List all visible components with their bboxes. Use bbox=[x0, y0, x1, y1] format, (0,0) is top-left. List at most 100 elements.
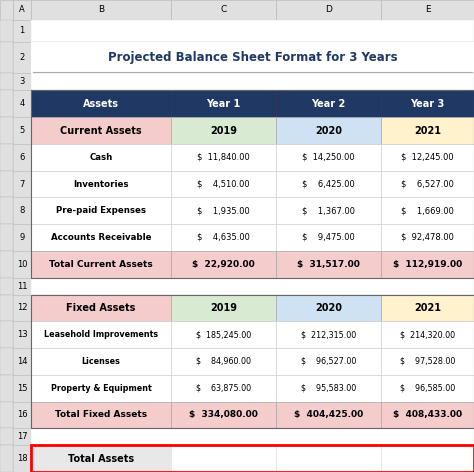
Bar bbox=[381, 144, 474, 171]
Bar bbox=[381, 402, 474, 428]
Bar bbox=[31, 348, 474, 375]
Bar bbox=[171, 445, 276, 472]
Bar bbox=[31, 445, 474, 472]
Text: $  334,080.00: $ 334,080.00 bbox=[189, 410, 258, 420]
Bar bbox=[0, 144, 13, 171]
Bar bbox=[13, 171, 31, 197]
Bar bbox=[276, 251, 381, 278]
Bar bbox=[13, 348, 31, 375]
Text: $  22,920.00: $ 22,920.00 bbox=[192, 260, 255, 269]
Bar bbox=[31, 144, 474, 171]
Bar bbox=[0, 91, 13, 117]
Bar bbox=[0, 428, 13, 445]
Text: 2: 2 bbox=[19, 53, 25, 62]
Bar bbox=[381, 0, 474, 20]
Bar bbox=[381, 295, 474, 321]
Text: E: E bbox=[425, 6, 430, 15]
Bar bbox=[31, 251, 171, 278]
Text: $    96,585.00: $ 96,585.00 bbox=[400, 384, 455, 393]
Bar bbox=[31, 197, 474, 224]
Bar bbox=[31, 42, 474, 74]
Text: 15: 15 bbox=[17, 384, 27, 393]
Text: $    6,425.00: $ 6,425.00 bbox=[302, 179, 355, 188]
Bar bbox=[276, 197, 381, 224]
Bar bbox=[0, 348, 13, 375]
Bar bbox=[0, 445, 13, 472]
Bar bbox=[31, 197, 171, 224]
Text: 16: 16 bbox=[17, 410, 27, 420]
Bar bbox=[31, 295, 474, 321]
Text: Year 3: Year 3 bbox=[410, 99, 445, 109]
Bar bbox=[276, 171, 381, 197]
Bar bbox=[276, 321, 381, 348]
Text: 13: 13 bbox=[17, 330, 27, 339]
Bar bbox=[171, 251, 276, 278]
Bar bbox=[13, 402, 31, 428]
Text: Accounts Receivable: Accounts Receivable bbox=[51, 233, 151, 242]
Text: 14: 14 bbox=[17, 357, 27, 366]
Bar bbox=[171, 0, 276, 20]
Text: 2021: 2021 bbox=[414, 303, 441, 313]
Bar bbox=[13, 278, 31, 295]
Bar bbox=[171, 171, 276, 197]
Bar bbox=[0, 20, 13, 42]
Bar bbox=[13, 42, 31, 74]
Text: $  12,245.00: $ 12,245.00 bbox=[401, 153, 454, 162]
Bar bbox=[13, 321, 31, 348]
Bar bbox=[31, 321, 474, 348]
Text: $    1,669.00: $ 1,669.00 bbox=[401, 206, 454, 215]
Bar bbox=[0, 42, 13, 74]
Bar bbox=[381, 197, 474, 224]
Text: 2020: 2020 bbox=[315, 126, 342, 135]
Text: 17: 17 bbox=[17, 432, 27, 441]
Bar bbox=[31, 91, 171, 117]
Bar bbox=[276, 295, 381, 321]
Bar bbox=[13, 445, 31, 472]
Text: 10: 10 bbox=[17, 260, 27, 269]
Bar bbox=[0, 278, 13, 295]
Text: $    4,510.00: $ 4,510.00 bbox=[197, 179, 250, 188]
Text: B: B bbox=[98, 6, 104, 15]
Bar bbox=[13, 428, 31, 445]
Bar bbox=[381, 251, 474, 278]
Text: $  214,320.00: $ 214,320.00 bbox=[400, 330, 455, 339]
Text: 18: 18 bbox=[17, 454, 27, 463]
Bar bbox=[13, 117, 31, 144]
Bar bbox=[13, 144, 31, 171]
Bar bbox=[13, 20, 31, 42]
Bar bbox=[0, 251, 13, 278]
Bar bbox=[31, 42, 474, 74]
Bar bbox=[171, 348, 276, 375]
Bar bbox=[13, 197, 31, 224]
Text: Total Fixed Assets: Total Fixed Assets bbox=[55, 410, 147, 420]
Text: 2019: 2019 bbox=[210, 303, 237, 313]
Bar bbox=[381, 348, 474, 375]
Text: 2020: 2020 bbox=[315, 303, 342, 313]
Bar bbox=[0, 375, 13, 402]
Bar bbox=[31, 402, 171, 428]
Text: Licenses: Licenses bbox=[82, 357, 120, 366]
Text: 3: 3 bbox=[19, 77, 25, 86]
Bar bbox=[31, 74, 474, 91]
Text: A: A bbox=[19, 6, 25, 15]
Text: 2019: 2019 bbox=[210, 126, 237, 135]
Bar bbox=[171, 91, 276, 117]
Bar bbox=[276, 0, 381, 20]
Bar bbox=[31, 91, 474, 278]
Bar bbox=[31, 224, 171, 251]
Bar bbox=[13, 74, 31, 91]
Bar bbox=[31, 445, 474, 472]
Bar bbox=[276, 224, 381, 251]
Bar bbox=[0, 171, 13, 197]
Text: 2021: 2021 bbox=[414, 126, 441, 135]
Bar bbox=[31, 375, 474, 402]
Bar bbox=[276, 348, 381, 375]
Text: 4: 4 bbox=[19, 99, 25, 109]
Text: $    4,635.00: $ 4,635.00 bbox=[197, 233, 250, 242]
Bar bbox=[276, 144, 381, 171]
Bar bbox=[13, 295, 31, 321]
Text: $  11,840.00: $ 11,840.00 bbox=[197, 153, 250, 162]
Bar bbox=[0, 197, 13, 224]
Bar bbox=[31, 428, 474, 445]
Bar bbox=[171, 295, 276, 321]
